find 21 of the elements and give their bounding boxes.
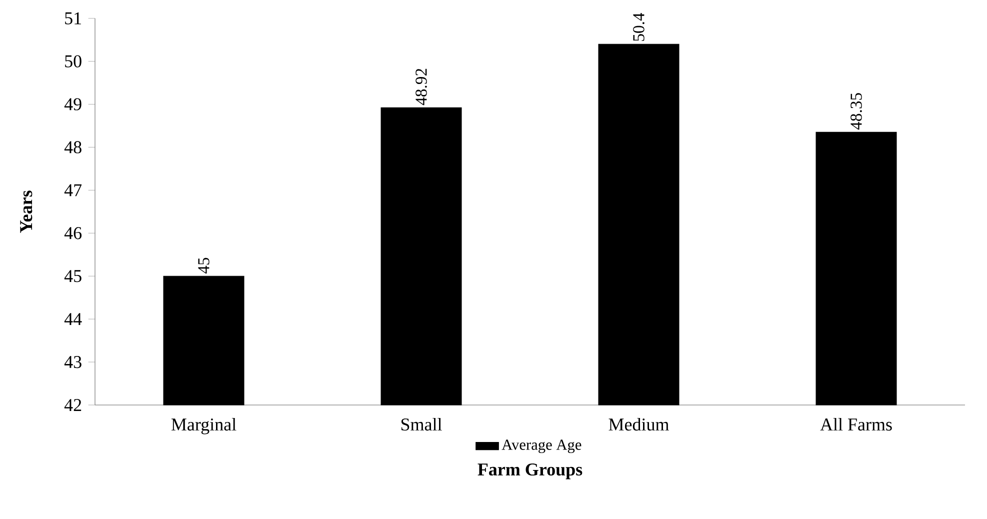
x-tick-label: Small	[401, 418, 442, 431]
legend-label: Average Age	[502, 440, 582, 454]
data-label: 45	[198, 258, 210, 274]
data-label: 48.92	[416, 68, 427, 106]
y-tick-label: 48	[64, 141, 82, 154]
x-tick-label: Medium	[608, 418, 669, 431]
y-tick-label: 50	[65, 55, 82, 68]
y-axis-title: Years	[20, 190, 32, 233]
x-tick-label: Marginal	[171, 418, 236, 434]
x-tick-label: All Farms	[820, 418, 892, 431]
y-tick-label: 49	[64, 98, 82, 110]
y-tick-label: 51	[65, 12, 81, 24]
data-label: 50.4	[633, 12, 644, 41]
y-tick-label: 42	[64, 399, 82, 411]
y-tick-label: 44	[64, 313, 82, 325]
y-tick-label: 47	[64, 184, 82, 196]
y-tick-label: 46	[64, 227, 82, 240]
y-tick-label: 43	[64, 356, 82, 368]
data-label: 48.35	[850, 93, 862, 130]
y-tick-label: 45	[64, 270, 82, 282]
x-axis-title: Farm Groups	[478, 463, 582, 480]
